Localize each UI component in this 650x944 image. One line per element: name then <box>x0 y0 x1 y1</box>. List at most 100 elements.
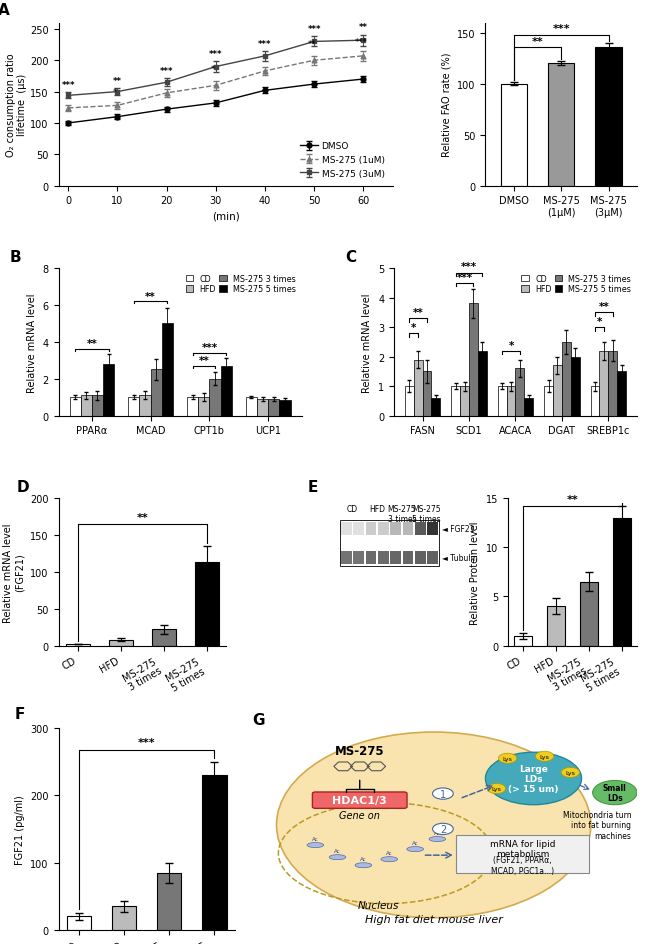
Text: Ac: Ac <box>312 835 318 841</box>
Ellipse shape <box>381 857 398 862</box>
Text: ◄ FGF21: ◄ FGF21 <box>442 524 474 533</box>
Bar <box>456 835 589 873</box>
Text: 1: 1 <box>440 789 446 799</box>
Bar <box>428 522 438 535</box>
Text: ***: *** <box>456 273 473 282</box>
Bar <box>428 551 438 565</box>
Bar <box>257 399 268 416</box>
Bar <box>246 397 257 416</box>
Bar <box>391 522 401 535</box>
Text: E: E <box>307 480 317 494</box>
Bar <box>378 551 389 565</box>
Legend: CD, HFD, MS-275 3 times, MS-275 5 times: CD, HFD, MS-275 3 times, MS-275 5 times <box>520 273 633 295</box>
Text: G: G <box>252 712 265 727</box>
Bar <box>268 399 280 416</box>
Text: Lys: Lys <box>502 756 513 761</box>
Bar <box>366 522 376 535</box>
Bar <box>354 522 364 535</box>
Bar <box>478 351 487 416</box>
Ellipse shape <box>276 733 591 918</box>
Text: *: * <box>411 323 417 332</box>
Text: ***: *** <box>461 262 477 272</box>
Text: ***: *** <box>258 40 272 49</box>
Text: Small
LDs: Small LDs <box>603 784 627 802</box>
Ellipse shape <box>407 847 424 851</box>
Text: Ac: Ac <box>412 840 419 845</box>
Text: B: B <box>10 249 21 264</box>
Bar <box>415 522 426 535</box>
Bar <box>92 396 103 416</box>
Text: **: ** <box>413 308 424 318</box>
Text: ***: *** <box>552 25 570 34</box>
Text: Ac: Ac <box>360 856 367 861</box>
Text: HDAC1/3: HDAC1/3 <box>332 795 387 805</box>
Bar <box>162 324 173 416</box>
Text: MS-275: MS-275 <box>335 745 385 757</box>
Bar <box>109 640 133 646</box>
Text: ***: *** <box>209 50 222 59</box>
Y-axis label: Relative mRNA level
(FGF21): Relative mRNA level (FGF21) <box>3 522 25 622</box>
Text: ***: *** <box>307 25 321 34</box>
Ellipse shape <box>329 854 346 860</box>
Bar <box>354 551 364 565</box>
Bar <box>422 372 432 416</box>
Bar <box>195 563 218 646</box>
Bar <box>498 387 506 416</box>
Bar <box>451 387 460 416</box>
Circle shape <box>432 823 453 834</box>
Bar <box>414 361 422 416</box>
Bar <box>209 379 220 416</box>
Text: Ac: Ac <box>434 830 441 834</box>
Text: **: ** <box>113 76 122 86</box>
Bar <box>66 917 91 930</box>
Text: ***: *** <box>354 38 367 46</box>
Text: ◄ Tubulin: ◄ Tubulin <box>442 554 478 563</box>
Bar <box>500 85 526 186</box>
Bar <box>405 387 414 416</box>
Text: **: ** <box>86 339 98 349</box>
Legend: CD, HFD, MS-275 3 times, MS-275 5 times: CD, HFD, MS-275 3 times, MS-275 5 times <box>185 273 298 295</box>
Text: **: ** <box>145 292 156 301</box>
Bar <box>157 872 181 930</box>
Text: Ac: Ac <box>386 850 393 855</box>
Y-axis label: Relative Protein level: Relative Protein level <box>470 520 480 624</box>
Bar <box>198 397 209 416</box>
Circle shape <box>536 751 554 762</box>
Bar <box>553 366 562 416</box>
Bar <box>70 397 81 416</box>
Text: **: ** <box>567 495 578 505</box>
Bar <box>432 398 440 416</box>
Circle shape <box>486 752 582 805</box>
Text: ***: *** <box>138 737 155 748</box>
Text: (FGF21, PPARα,
MCAD, PGC1a...): (FGF21, PPARα, MCAD, PGC1a...) <box>491 855 554 875</box>
Bar <box>617 372 626 416</box>
Text: A: A <box>0 4 10 19</box>
Text: CD: CD <box>347 504 358 514</box>
Bar <box>81 396 92 416</box>
Text: ***: *** <box>62 81 75 90</box>
Text: *: * <box>113 88 117 97</box>
Bar <box>544 387 553 416</box>
Y-axis label: O₂ consumption ratio
lifetime  (μs): O₂ consumption ratio lifetime (μs) <box>6 53 27 157</box>
Bar <box>112 906 136 930</box>
Bar <box>506 387 515 416</box>
Circle shape <box>432 788 453 800</box>
Text: C: C <box>345 249 356 264</box>
Text: ***: *** <box>202 343 218 353</box>
Bar <box>548 64 574 186</box>
Bar <box>391 551 401 565</box>
Text: HFD: HFD <box>369 504 385 514</box>
Bar <box>562 343 571 416</box>
Ellipse shape <box>429 836 446 842</box>
Bar <box>595 48 621 186</box>
Bar <box>339 521 439 566</box>
Circle shape <box>593 781 637 805</box>
Text: **: ** <box>359 24 368 32</box>
Text: MS-275
5 times: MS-275 5 times <box>412 504 441 523</box>
FancyBboxPatch shape <box>313 792 407 808</box>
Bar <box>469 304 478 416</box>
Bar <box>280 400 291 416</box>
Bar <box>378 522 389 535</box>
Text: **: ** <box>532 37 543 46</box>
Text: mRNA for lipid
metabolism: mRNA for lipid metabolism <box>489 839 555 858</box>
